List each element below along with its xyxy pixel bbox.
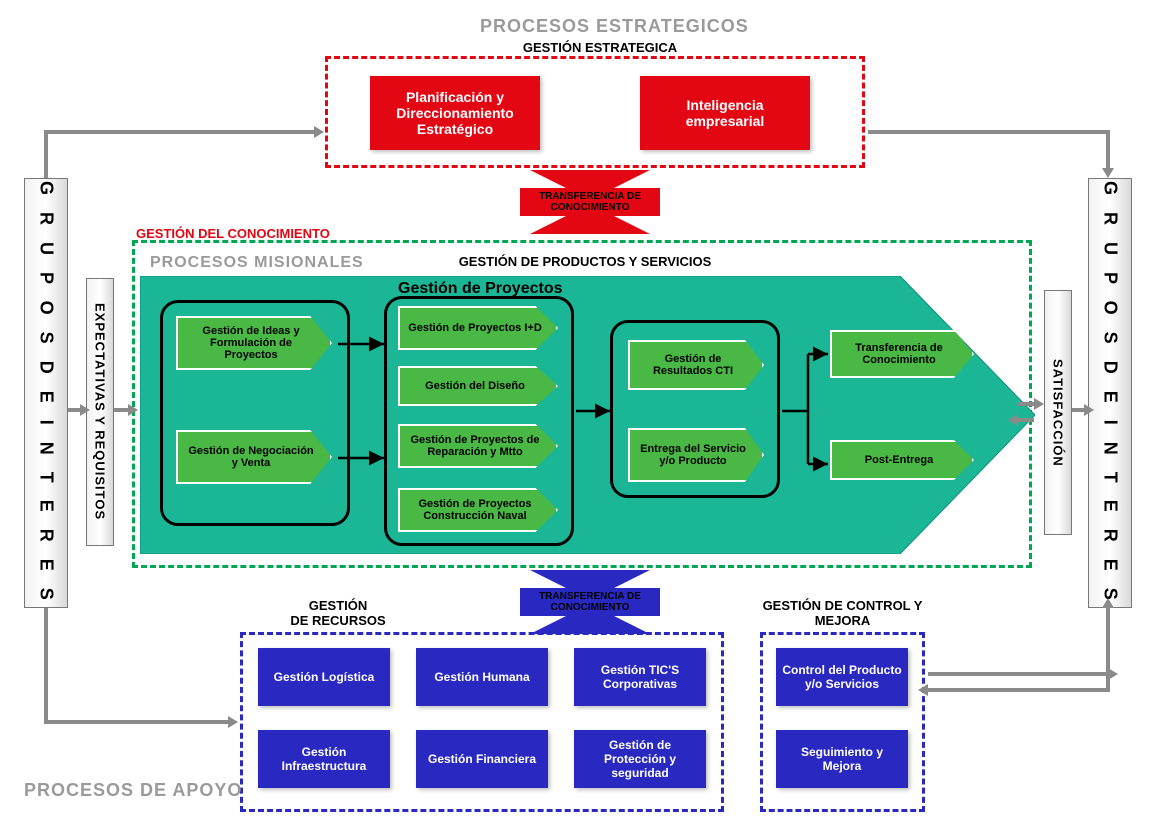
box-tics: Gestión TIC'S Corporativas: [574, 648, 706, 706]
box-inteligencia: Inteligencia empresarial: [640, 76, 810, 150]
title-gestion-productos: GESTIÓN DE PRODUCTOS Y SERVICIOS: [445, 254, 725, 269]
box-logistica: Gestión Logística: [258, 648, 390, 706]
title-procesos-misionales: PROCESOS MISIONALES: [150, 254, 364, 272]
title-procesos-estrategicos: PROCESOS ESTRATEGICOS: [480, 16, 749, 37]
conn-rinner-router: [1072, 408, 1084, 412]
conn-mis-rinner-r: [1018, 402, 1034, 406]
conn-est-r-h: [868, 130, 1108, 134]
box-planificacion: Planificación y Direccionamiento Estraté…: [370, 76, 540, 150]
conn-l-rec-v: [44, 608, 48, 724]
label-gestion-conocimiento: GESTIÓN DEL CONOCIMIENTO: [136, 226, 330, 241]
flow-arrows: [140, 276, 1035, 554]
arrow-transferencia-red: TRANSFERENCIA DE CONOCIMIENTO: [440, 170, 740, 234]
vbar-expectativas: EXPECTATIVAS Y REQUISITOS: [86, 278, 114, 546]
conn-l-rec-h: [44, 720, 228, 724]
arrow-transferencia-blue: TRANSFERENCIA DE CONOCIMIENTO: [440, 570, 740, 634]
conn-l-est-v: [44, 130, 48, 178]
box-seguimiento: Seguimiento y Mejora: [776, 730, 908, 788]
conn-l-est-h: [44, 130, 314, 134]
box-infra: Gestión Infraestructura: [258, 730, 390, 788]
vbar-grupos-interes-left: G R U P O S D E I N T E R E S: [24, 178, 68, 608]
box-financiera: Gestión Financiera: [416, 730, 548, 788]
label-transferencia-red: TRANSFERENCIA DE CONOCIMIENTO: [520, 191, 660, 213]
vbar-grupos-interes-right: G R U P O S D E I N T E R E S: [1088, 178, 1132, 608]
conn-linner-mis: [114, 408, 128, 412]
box-control-producto: Control del Producto y/o Servicios: [776, 648, 908, 706]
conn-mis-rinner-l: [1018, 418, 1034, 422]
label-transferencia-blue: TRANSFERENCIA DE CONOCIMIENTO: [520, 591, 660, 613]
conn-ctrl-r1: [928, 672, 1108, 676]
title-gestion-recursos: GESTIÓN DE RECURSOS: [278, 598, 398, 628]
conn-louter-linner: [68, 408, 80, 412]
box-proteccion: Gestión de Protección y seguridad: [574, 730, 706, 788]
title-procesos-apoyo: PROCESOS DE APOYO: [24, 780, 242, 801]
title-gestion-control: GESTIÓN DE CONTROL Y MEJORA: [760, 598, 925, 628]
conn-ctrl-r-vtip: [1106, 608, 1110, 612]
conn-ctrl-r2: [928, 688, 1108, 692]
title-gestion-estrategica: GESTIÓN ESTRATEGICA: [515, 40, 685, 55]
conn-est-r-v: [1106, 130, 1110, 168]
box-humana: Gestión Humana: [416, 648, 548, 706]
conn-ctrl-r-v: [1106, 608, 1110, 692]
vbar-satisfaccion: SATISFACCIÓN: [1044, 290, 1072, 535]
